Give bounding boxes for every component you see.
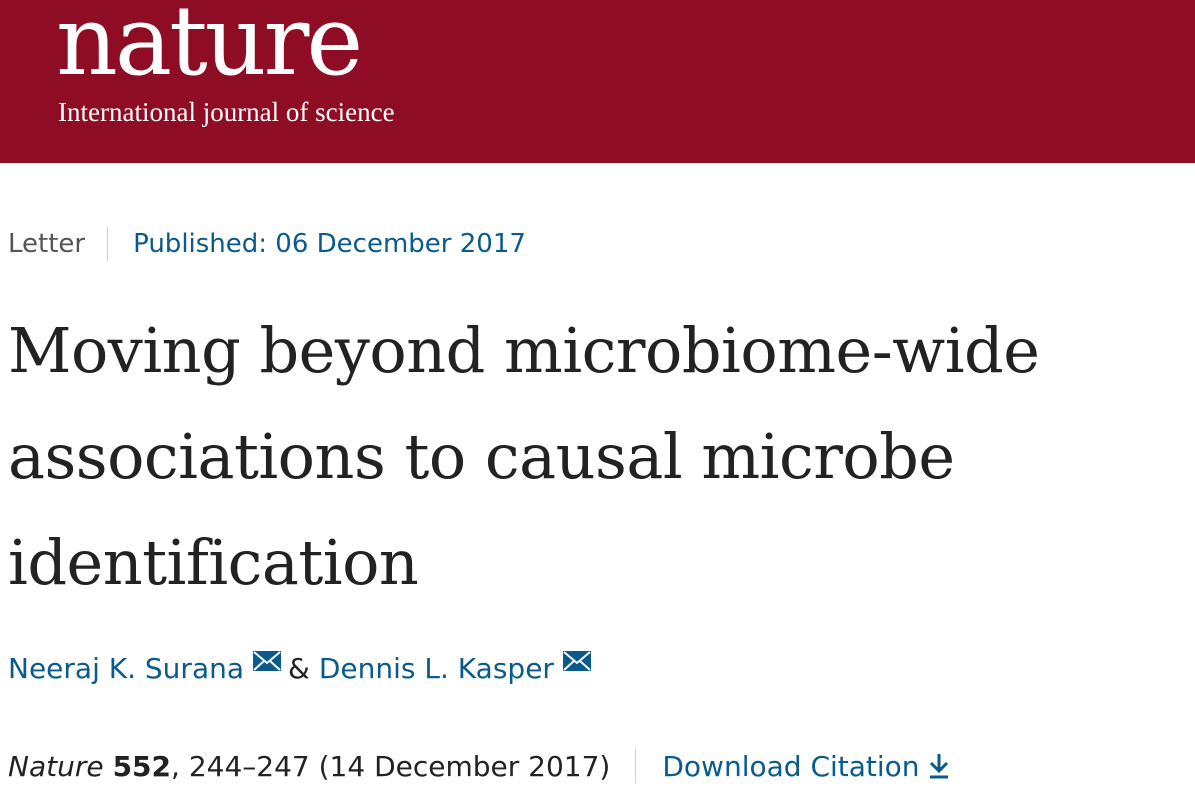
title-line: identification bbox=[8, 526, 419, 599]
author-list: Neeraj K. Surana & Dennis L. Kasper bbox=[8, 648, 598, 688]
download-citation-link[interactable]: Download Citation bbox=[662, 750, 949, 783]
published-date[interactable]: Published: 06 December 2017 bbox=[133, 229, 526, 259]
mail-icon[interactable] bbox=[562, 650, 592, 672]
download-citation-label: Download Citation bbox=[662, 749, 920, 783]
masthead: nature International journal of science bbox=[0, 0, 1195, 163]
title-line: associations to causal microbe bbox=[8, 420, 955, 493]
mail-icon[interactable] bbox=[252, 650, 282, 672]
citation-pages: , 244–247 (14 December 2017) bbox=[171, 749, 611, 783]
divider bbox=[635, 749, 637, 783]
journal-volume: 552 bbox=[112, 749, 172, 783]
author-link[interactable]: Neeraj K. Surana bbox=[8, 651, 245, 685]
logo-tagline: International journal of science bbox=[58, 97, 395, 127]
divider bbox=[107, 227, 109, 261]
article-meta: Letter Published: 06 December 2017 bbox=[8, 226, 526, 262]
citation-row: Nature 552 , 244–247 (14 December 2017) … bbox=[8, 746, 950, 786]
article-type: Letter bbox=[8, 229, 86, 259]
article-title: Moving beyond microbiome-wide associatio… bbox=[8, 298, 1193, 616]
author-separator: & bbox=[288, 651, 310, 685]
author-link[interactable]: Dennis L. Kasper bbox=[318, 651, 554, 685]
journal-name: Nature bbox=[8, 749, 104, 783]
download-icon bbox=[929, 754, 948, 779]
title-line: Moving beyond microbiome-wide bbox=[8, 314, 1040, 387]
nature-logo[interactable]: nature bbox=[56, 0, 363, 97]
